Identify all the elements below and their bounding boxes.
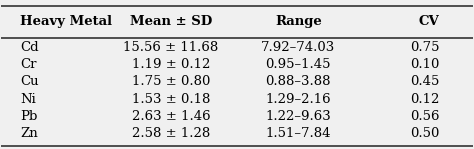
Text: 1.75 ± 0.80: 1.75 ± 0.80 bbox=[132, 75, 210, 89]
Text: 0.95–1.45: 0.95–1.45 bbox=[265, 58, 331, 71]
Text: 15.56 ± 11.68: 15.56 ± 11.68 bbox=[123, 41, 219, 54]
Text: 0.12: 0.12 bbox=[410, 93, 439, 106]
Text: 0.75: 0.75 bbox=[410, 41, 439, 54]
Text: Zn: Zn bbox=[20, 127, 38, 140]
Text: Cd: Cd bbox=[20, 41, 39, 54]
Text: 1.19 ± 0.12: 1.19 ± 0.12 bbox=[132, 58, 210, 71]
Text: 7.92–74.03: 7.92–74.03 bbox=[261, 41, 336, 54]
Text: Range: Range bbox=[275, 15, 322, 28]
Text: 0.10: 0.10 bbox=[410, 58, 439, 71]
Text: Mean ± SD: Mean ± SD bbox=[130, 15, 212, 28]
Text: 1.22–9.63: 1.22–9.63 bbox=[265, 110, 331, 123]
Text: 0.45: 0.45 bbox=[410, 75, 439, 89]
Text: Heavy Metal: Heavy Metal bbox=[20, 15, 112, 28]
Text: Cr: Cr bbox=[20, 58, 37, 71]
Text: 0.50: 0.50 bbox=[410, 127, 439, 140]
Text: 1.53 ± 0.18: 1.53 ± 0.18 bbox=[132, 93, 210, 106]
Text: 1.29–2.16: 1.29–2.16 bbox=[265, 93, 331, 106]
Text: 1.51–7.84: 1.51–7.84 bbox=[265, 127, 331, 140]
Text: Pb: Pb bbox=[20, 110, 37, 123]
Text: Cu: Cu bbox=[20, 75, 39, 89]
Text: 0.56: 0.56 bbox=[410, 110, 439, 123]
Text: CV: CV bbox=[419, 15, 439, 28]
Text: 2.63 ± 1.46: 2.63 ± 1.46 bbox=[132, 110, 210, 123]
Text: 0.88–3.88: 0.88–3.88 bbox=[265, 75, 331, 89]
Text: Ni: Ni bbox=[20, 93, 36, 106]
Text: 2.58 ± 1.28: 2.58 ± 1.28 bbox=[132, 127, 210, 140]
